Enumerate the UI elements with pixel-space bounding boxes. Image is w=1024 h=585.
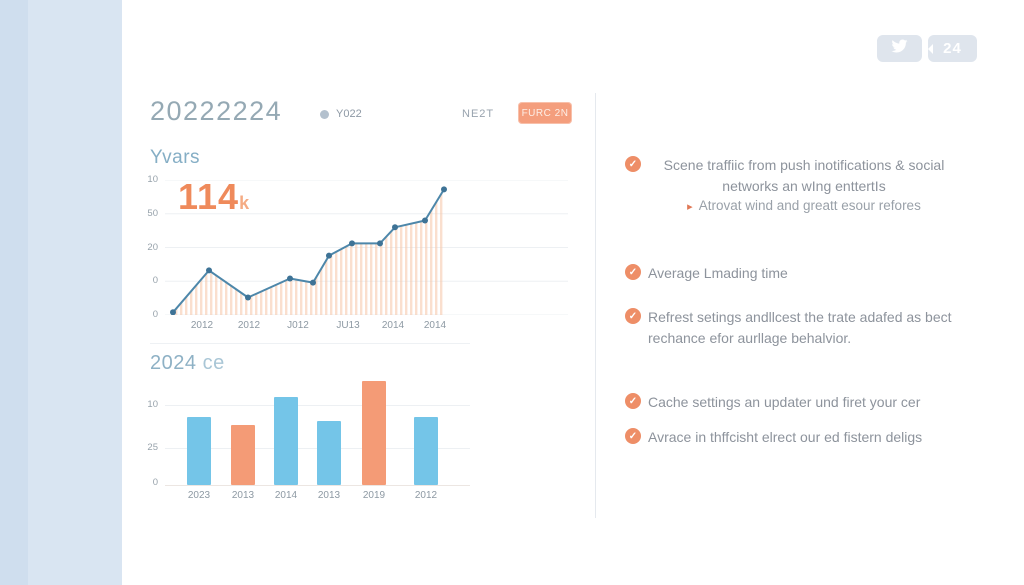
bar-baseline [165, 485, 470, 486]
page-title: 20222224 [150, 96, 283, 126]
line-chart-title: Yvars [150, 147, 201, 168]
legend-dot-icon [320, 109, 329, 119]
check-circle-icon: ✓ [625, 264, 641, 280]
y-tick-label: 0 [152, 309, 158, 320]
x-tick-label: 2012 [190, 320, 214, 331]
checklist-item: ✓ Average Lmading time [622, 263, 966, 284]
line-chart-point [206, 267, 212, 274]
check-circle-icon: ✓ [625, 156, 641, 172]
y-tick-label: 10 [147, 174, 158, 185]
checklist-sub-text: Atrovat wind and greatt esour refores [698, 198, 921, 213]
y-tick-label: 0 [152, 477, 158, 488]
line-chart-point [326, 252, 332, 259]
bar [274, 397, 298, 485]
checklist-panel: ✓ Scene traffiic from push inotification… [622, 150, 966, 480]
bar-chart-title: 2024 ce [150, 352, 225, 375]
checklist-item-text: Avrace in thffcisht elrect our ed fister… [648, 429, 923, 445]
chart-legend[interactable]: Y022 [320, 108, 362, 120]
y-tick-label: 10 [147, 399, 158, 410]
check-circle-icon: ✓ [625, 308, 641, 324]
bar-gridline [165, 405, 470, 406]
line-chart-svg [165, 180, 568, 315]
x-tick-label: JU13 [336, 320, 360, 331]
checklist-item: ✓ Cache settings an updater und firet yo… [622, 392, 966, 413]
filter-button[interactable]: FURC 2N [518, 102, 572, 124]
line-chart-point [245, 294, 251, 301]
x-tick-label: 2012 [237, 320, 261, 331]
bar-chart-title-suffix: ce [202, 352, 225, 374]
bar-chart-title-main: 2024 [150, 352, 197, 374]
bar [414, 417, 438, 485]
arrow-bullet-icon: ▸ [687, 201, 693, 213]
y-tick-label: 20 [147, 241, 158, 253]
x-tick-label: 2019 [362, 490, 386, 501]
x-tick-label: 2013 [317, 490, 341, 501]
y-tick-label: 50 [147, 207, 158, 219]
y-tick-label: 25 [147, 442, 158, 453]
check-circle-icon: ✓ [625, 428, 641, 444]
area-fill [173, 189, 444, 315]
checklist-item: ✓ Avrace in thffcisht elrect our ed fist… [622, 427, 966, 448]
line-chart: 10 50 20 0 0 2012 2012 J012 JU13 2014 2014 [128, 173, 576, 343]
section-divider-line [150, 343, 470, 344]
line-chart-point [310, 279, 316, 286]
line-chart-point [377, 240, 383, 247]
big-value-number: 114 [178, 176, 240, 217]
bar [231, 425, 255, 485]
x-tick-label: 2012 [414, 490, 438, 501]
y-tick-label: 0 [152, 275, 158, 287]
x-tick-label: 2014 [381, 320, 405, 331]
x-tick-label: 2014 [274, 490, 298, 501]
share-count-value: 24 [943, 40, 962, 57]
checklist-item-text: Scene traffiic from push inotifications … [663, 157, 945, 194]
twitter-share-button[interactable] [877, 35, 922, 62]
x-tick-label: 2013 [231, 490, 255, 501]
checklist-item-text: Average Lmading time [648, 265, 788, 281]
big-value-suffix: k [239, 193, 250, 213]
x-tick-label: J012 [287, 320, 309, 331]
line-chart-point [441, 186, 447, 193]
bar [317, 421, 341, 485]
checklist-sub-item: ▸ Atrovat wind and greatt esour refores [648, 198, 960, 213]
line-chart-point [422, 217, 428, 224]
line-chart-point [392, 224, 398, 231]
twitter-icon [890, 38, 909, 59]
checklist-item: ✓ Scene traffiic from push inotification… [622, 155, 966, 197]
bar-chart: 10 25 0 2023 2013 2014 2013 2019 2012 [128, 375, 576, 510]
checklist-item-text: Cache settings an updater und firet your… [648, 394, 921, 410]
bar [362, 381, 386, 485]
line-chart-point [287, 275, 293, 282]
share-count-badge: 24 [928, 35, 977, 62]
checklist-item: ✓ Refrest setings andllcest the trate ad… [622, 307, 966, 349]
line-chart-big-value: 114k [178, 176, 249, 218]
x-tick-label: 2014 [423, 320, 447, 331]
x-tick-label: 2023 [187, 490, 211, 501]
checklist-item-text: Refrest setings andllcest the trate adaf… [648, 309, 952, 346]
bar [187, 417, 211, 485]
check-circle-icon: ✓ [625, 393, 641, 409]
line-chart-point [349, 240, 355, 247]
next-label[interactable]: NE2T [462, 108, 495, 120]
vertical-divider [595, 93, 596, 518]
sidebar [0, 0, 122, 585]
line-chart-point [170, 309, 176, 315]
legend-label: Y022 [336, 108, 362, 120]
